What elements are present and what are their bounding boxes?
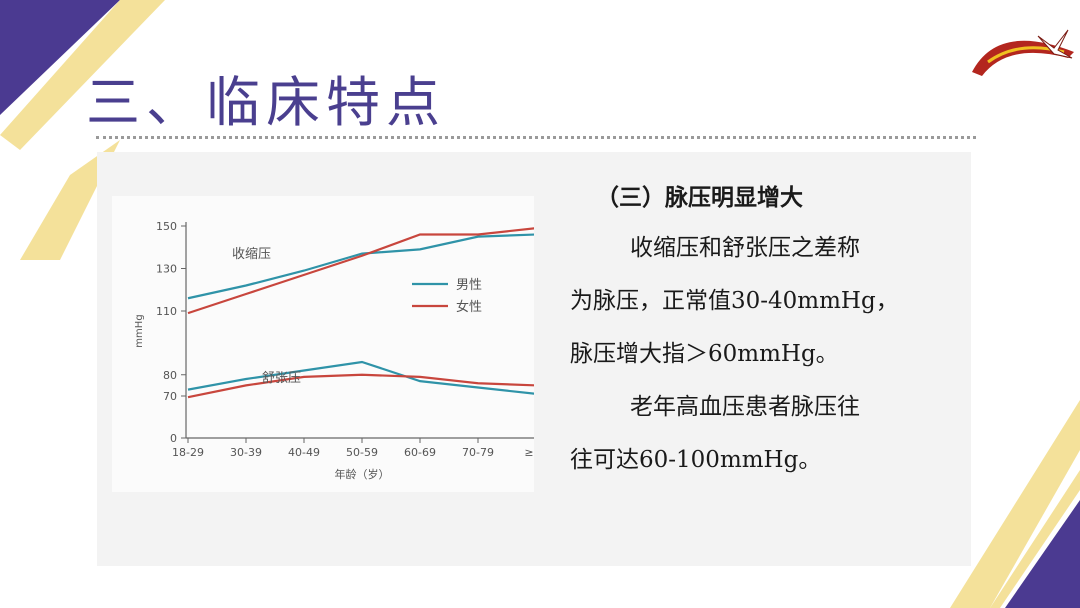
paragraph-2-line-1: 老年高血压患者脉压往 [630, 394, 860, 420]
paragraph-1: 收缩压和舒张压之差称 为脉压，正常值30-40mmHg， 脉压增大指＞60mmH… [570, 222, 950, 381]
series-line-舒张压-男性 [187, 360, 534, 395]
paragraph-2-line-2: 往可达60-100mmHg。 [570, 447, 822, 473]
y-tick-label: 150 [156, 220, 177, 233]
paragraph-1-line-2: 为脉压，正常值30-40mmHg， [570, 288, 899, 314]
corner-decoration-bottom-right [950, 400, 1080, 608]
x-tick-label: 30-39 [230, 446, 262, 459]
legend-label-男性: 男性 [456, 278, 482, 293]
annotation-systolic: 收缩压 [232, 246, 271, 262]
x-axis-label: 年龄（岁） [335, 467, 390, 481]
page-title: 三、临床特点 [86, 71, 446, 134]
annotation-diastolic: 舒张压 [262, 371, 301, 386]
x-tick-label: ≥80 [524, 446, 534, 459]
section-subtitle: （三）脉压明显增大 [596, 184, 803, 211]
x-tick-label: 60-69 [404, 446, 436, 459]
dotted-divider [96, 136, 976, 139]
series-line-收缩压-男性 [187, 233, 534, 300]
x-tick-label: 18-29 [172, 446, 204, 459]
x-tick-label: 70-79 [462, 446, 494, 459]
text-block: （三）脉压明显增大 收缩压和舒张压之差称 为脉压，正常值30-40mmHg， 脉… [570, 178, 950, 487]
paragraph-1-line-3: 脉压增大指＞60mmHg。 [570, 341, 839, 367]
paragraph-1-line-1: 收缩压和舒张压之差称 [630, 235, 860, 261]
x-tick-label: 40-49 [288, 446, 320, 459]
y-tick-label: 110 [156, 305, 177, 318]
legend-label-女性: 女性 [456, 299, 482, 315]
blood-pressure-chart: 0 70 80 110 130 150 18-29 30-39 40-49 50-59 60-69 7… [112, 196, 534, 492]
x-tick-label: 50-59 [346, 446, 378, 459]
series-line-收缩压-女性 [187, 227, 534, 315]
bird-logo-icon [972, 29, 1074, 76]
y-tick-label: 0 [170, 432, 177, 445]
series-line-舒张压-女性 [187, 373, 534, 399]
y-axis-label: mmHg [134, 314, 145, 347]
y-tick-label: 70 [163, 390, 177, 403]
paragraph-2: 老年高血压患者脉压往 往可达60-100mmHg。 [570, 381, 950, 487]
corner-decoration-top-left [0, 0, 165, 260]
y-tick-label: 130 [156, 263, 177, 276]
y-tick-label: 80 [163, 369, 177, 382]
